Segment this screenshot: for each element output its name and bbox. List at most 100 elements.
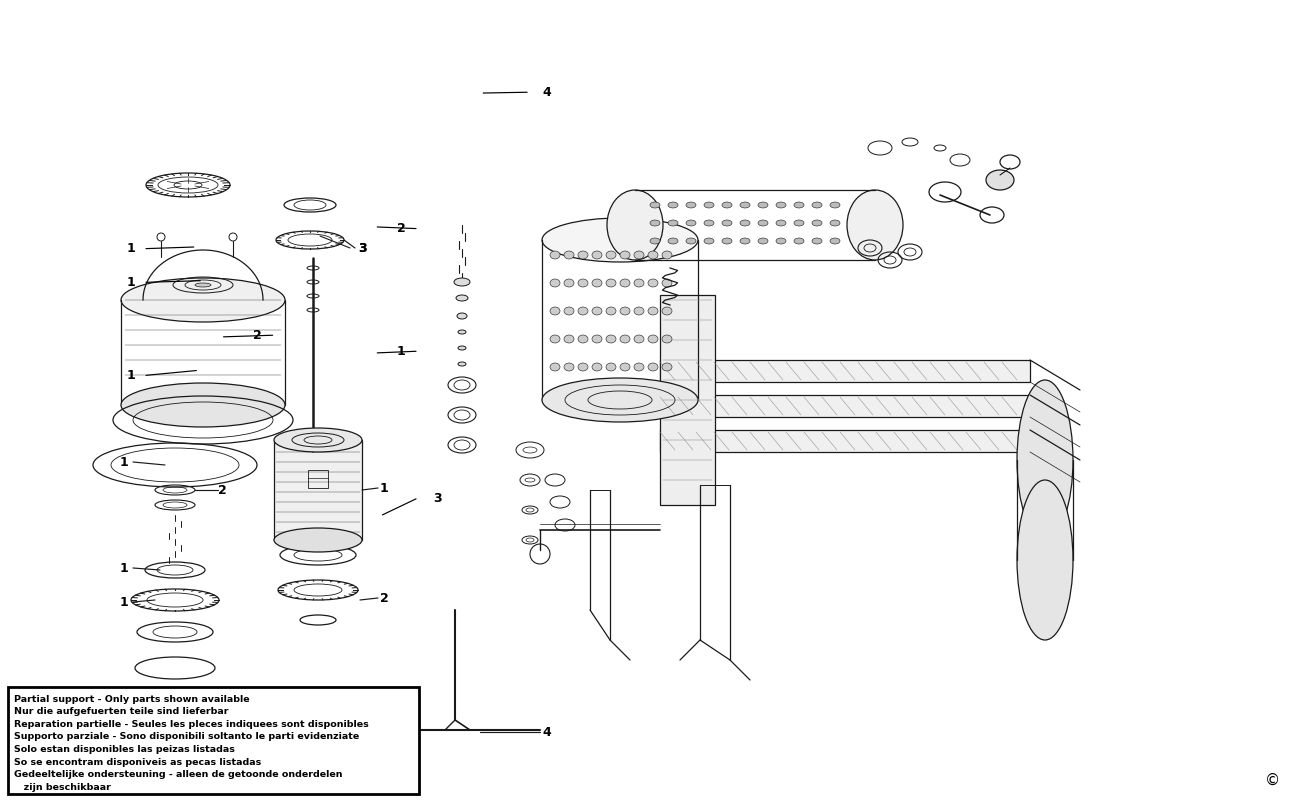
Text: Nur die aufgefuerten teile sind lieferbar: Nur die aufgefuerten teile sind lieferba… (14, 707, 229, 716)
Ellipse shape (686, 202, 696, 208)
Ellipse shape (650, 220, 660, 226)
Ellipse shape (795, 202, 804, 208)
Ellipse shape (543, 218, 698, 262)
Ellipse shape (565, 335, 574, 343)
Ellipse shape (592, 251, 602, 259)
Ellipse shape (592, 307, 602, 315)
Ellipse shape (634, 279, 643, 287)
Ellipse shape (578, 251, 588, 259)
Ellipse shape (606, 307, 616, 315)
Bar (8, 687, 419, 794)
Text: 1: 1 (120, 456, 129, 468)
Ellipse shape (565, 251, 574, 259)
Ellipse shape (606, 251, 616, 259)
Ellipse shape (662, 363, 672, 371)
Ellipse shape (758, 238, 767, 244)
Ellipse shape (650, 202, 660, 208)
Ellipse shape (121, 278, 286, 322)
Ellipse shape (740, 220, 749, 226)
Ellipse shape (606, 279, 616, 287)
Ellipse shape (668, 238, 678, 244)
Ellipse shape (649, 307, 658, 315)
Ellipse shape (722, 238, 733, 244)
Text: Supporto parziale - Sono disponibili soltanto le parti evidenziate: Supporto parziale - Sono disponibili sol… (14, 732, 359, 741)
Polygon shape (660, 360, 1030, 382)
Ellipse shape (620, 307, 630, 315)
Polygon shape (660, 430, 1030, 452)
Ellipse shape (620, 335, 630, 343)
Text: 1: 1 (120, 596, 129, 609)
Ellipse shape (606, 335, 616, 343)
Text: 4: 4 (543, 726, 550, 739)
Ellipse shape (668, 220, 678, 226)
Ellipse shape (649, 251, 658, 259)
Ellipse shape (662, 251, 672, 259)
Ellipse shape (795, 220, 804, 226)
Ellipse shape (795, 238, 804, 244)
Ellipse shape (776, 238, 786, 244)
Ellipse shape (722, 220, 733, 226)
Ellipse shape (829, 238, 840, 244)
Ellipse shape (620, 279, 630, 287)
Text: 3: 3 (358, 241, 367, 254)
Text: zijn beschikbaar: zijn beschikbaar (14, 783, 111, 792)
Ellipse shape (686, 238, 696, 244)
Ellipse shape (848, 190, 903, 260)
Ellipse shape (1017, 480, 1072, 640)
Ellipse shape (668, 202, 678, 208)
Ellipse shape (565, 279, 574, 287)
Text: 1: 1 (397, 345, 406, 358)
Text: So se encontram disponiveis as pecas listadas: So se encontram disponiveis as pecas lis… (14, 758, 261, 767)
Polygon shape (660, 395, 1030, 417)
Ellipse shape (829, 202, 840, 208)
Ellipse shape (121, 383, 286, 427)
Text: 2: 2 (397, 222, 406, 235)
Text: Reparation partielle - Seules les pIeces indiquees sont disponibles: Reparation partielle - Seules les pIeces… (14, 720, 368, 729)
Text: 3: 3 (433, 492, 442, 505)
Text: 1: 1 (127, 276, 136, 289)
Ellipse shape (986, 170, 1014, 190)
Ellipse shape (650, 238, 660, 244)
Ellipse shape (457, 330, 466, 334)
Ellipse shape (578, 335, 588, 343)
Ellipse shape (740, 238, 749, 244)
Ellipse shape (550, 363, 559, 371)
Ellipse shape (634, 307, 643, 315)
Text: 4: 4 (543, 86, 552, 99)
Bar (274, 440, 362, 540)
Ellipse shape (649, 335, 658, 343)
Ellipse shape (1017, 380, 1072, 540)
Ellipse shape (606, 363, 616, 371)
Ellipse shape (578, 307, 588, 315)
Ellipse shape (592, 363, 602, 371)
Ellipse shape (457, 362, 466, 366)
Ellipse shape (550, 279, 559, 287)
Ellipse shape (592, 279, 602, 287)
Ellipse shape (758, 220, 767, 226)
Ellipse shape (662, 279, 672, 287)
Ellipse shape (811, 202, 822, 208)
Ellipse shape (704, 238, 714, 244)
Ellipse shape (195, 283, 211, 287)
Ellipse shape (686, 220, 696, 226)
Bar (307, 470, 328, 488)
Ellipse shape (274, 528, 362, 552)
Ellipse shape (662, 307, 672, 315)
Ellipse shape (274, 428, 362, 452)
Ellipse shape (634, 363, 643, 371)
Ellipse shape (704, 220, 714, 226)
Ellipse shape (811, 238, 822, 244)
Text: 2: 2 (218, 484, 227, 496)
Ellipse shape (565, 363, 574, 371)
Ellipse shape (722, 202, 733, 208)
Ellipse shape (811, 220, 822, 226)
Ellipse shape (457, 313, 466, 319)
Text: Partial support - Only parts shown available: Partial support - Only parts shown avail… (14, 695, 249, 703)
Ellipse shape (634, 335, 643, 343)
Bar (660, 295, 714, 505)
Ellipse shape (620, 363, 630, 371)
Text: 2: 2 (253, 329, 262, 342)
Ellipse shape (592, 335, 602, 343)
Text: Solo estan disponibles las peizas listadas: Solo estan disponibles las peizas listad… (14, 745, 235, 754)
Text: 1: 1 (120, 561, 129, 574)
